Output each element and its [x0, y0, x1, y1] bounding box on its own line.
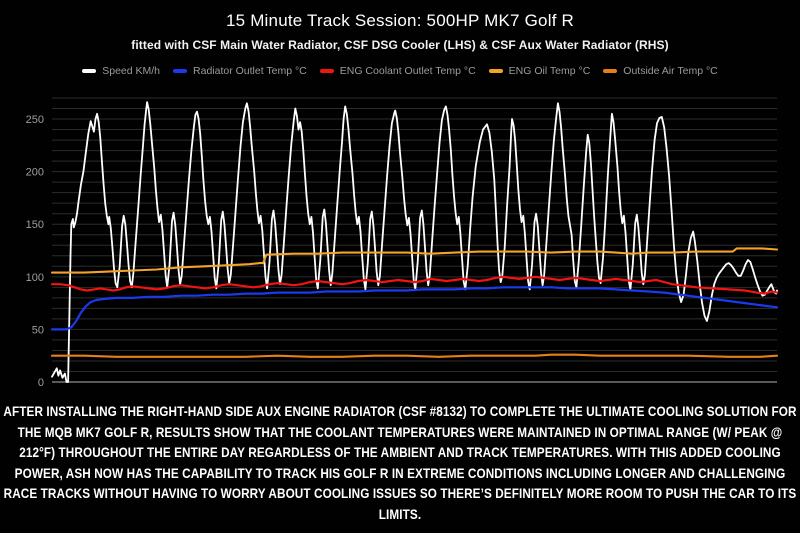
legend-item-outside-air-temp-c: Outside Air Temp °C	[603, 65, 718, 77]
legend-swatch	[319, 69, 334, 73]
chart-legend: Speed KM/h Radiator Outlet Temp °C ENG Coo…	[0, 65, 800, 77]
page-subtitle: fitted with CSF Main Water Radiator, CSF…	[131, 38, 669, 52]
y-axis-tick-label: 150	[26, 219, 44, 231]
legend-label: Radiator Outlet Temp °C	[193, 65, 307, 77]
legend-label: Outside Air Temp °C	[623, 65, 718, 77]
series-line-eng-coolant-outlet-temp-c	[50, 275, 779, 295]
legend-label: Speed KM/h	[102, 65, 161, 77]
legend-item-eng-coolant-outlet-temp-c: ENG Coolant Outlet Temp °C	[319, 65, 476, 77]
legend-label: ENG Oil Temp °C	[508, 65, 591, 77]
series-line-outside-air-temp-c	[50, 353, 779, 358]
y-axis-tick-label: 100	[26, 272, 44, 284]
legend-swatch	[603, 69, 618, 73]
legend-item-eng-oil-temp-c: ENG Oil Temp °C	[488, 65, 591, 77]
track-chart: 0 50 100 150 200 250	[26, 97, 779, 389]
legend-swatch	[82, 69, 97, 73]
caption-text: AFTER INSTALLING THE RIGHT-HAND SIDE AUX…	[3, 403, 797, 522]
y-axis-tick-label: 200	[26, 167, 44, 179]
y-axis-tick-label: 50	[32, 324, 44, 336]
series-line-radiator-outlet-temp-c	[50, 286, 779, 331]
y-axis-tick-label: 0	[38, 377, 44, 389]
legend-item-speed-km-h: Speed KM/h	[82, 65, 160, 77]
y-axis-tick-label: 250	[26, 114, 44, 126]
page-title: 15 Minute Track Session: 500HP MK7 Golf …	[225, 11, 575, 30]
legend-item-radiator-outlet-temp-c: Radiator Outlet Temp °C	[173, 65, 307, 77]
legend-swatch	[488, 69, 503, 73]
caption-block: AFTER INSTALLING THE RIGHT-HAND SIDE AUX…	[0, 401, 800, 522]
legend-label: ENG Coolant Outlet Temp °C	[339, 65, 476, 77]
legend-swatch	[173, 69, 188, 73]
series-line-eng-oil-temp-c	[50, 247, 779, 274]
series-line-speed-km-h	[51, 101, 778, 383]
